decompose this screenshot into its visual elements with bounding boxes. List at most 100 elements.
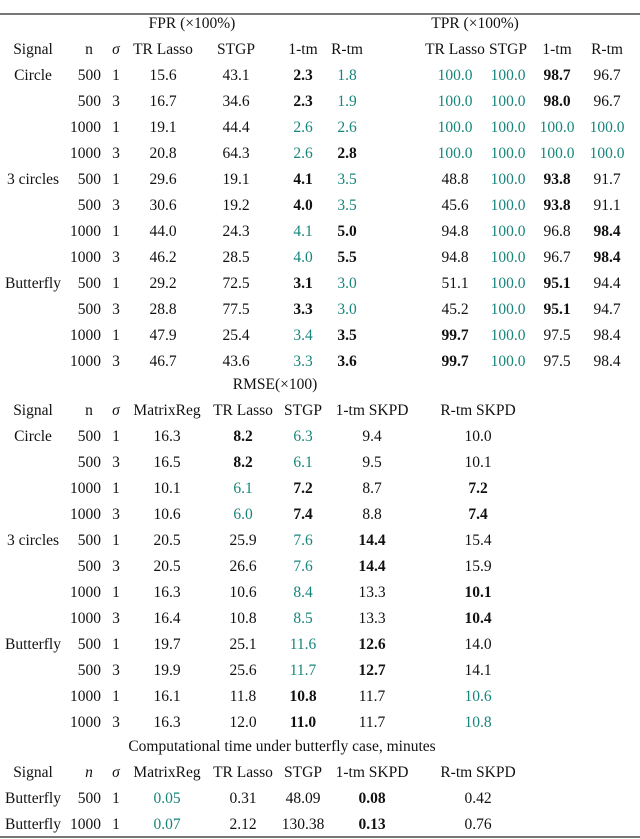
table-cell: 48.09 xyxy=(285,790,321,807)
n-value: 1000 xyxy=(70,249,101,266)
table-cell: 15.9 xyxy=(464,558,492,575)
table-cell: 2.12 xyxy=(229,816,257,833)
table-cell: 100.0 xyxy=(490,119,526,136)
column-header: Signal xyxy=(13,41,53,58)
table-cell: 11.6 xyxy=(289,636,317,653)
n-value: 1000 xyxy=(70,714,101,731)
column-header: 1-tm xyxy=(288,41,318,58)
table-cell: 100.0 xyxy=(490,223,526,240)
sigma-value: 3 xyxy=(112,301,120,318)
table-cell: 4.1 xyxy=(293,171,313,188)
table-cell: 9.4 xyxy=(362,428,382,445)
table-cell: 100.0 xyxy=(589,119,625,136)
sigma-value: 1 xyxy=(112,327,120,344)
sigma-value: 1 xyxy=(112,428,120,445)
table-cell: 29.2 xyxy=(149,275,177,292)
table-cell: 64.3 xyxy=(222,145,250,162)
table-cell: 1.9 xyxy=(337,93,357,110)
signal-label: Circle xyxy=(14,428,52,445)
column-header: σ xyxy=(112,41,120,58)
table-cell: 11.8 xyxy=(229,688,257,705)
signal-label: Butterfly xyxy=(5,790,61,807)
table-cell: 19.9 xyxy=(153,662,181,679)
n-value: 500 xyxy=(77,301,101,318)
table-cell: 29.6 xyxy=(149,171,177,188)
table-cell: 10.4 xyxy=(464,610,492,627)
column-header: n xyxy=(85,402,93,419)
table-cell: 25.6 xyxy=(229,662,257,679)
n-value: 1000 xyxy=(70,353,101,370)
table-cell: 10.6 xyxy=(464,688,492,705)
sigma-value: 1 xyxy=(112,584,120,601)
column-header: STGP xyxy=(284,764,322,781)
table-cell: 8.4 xyxy=(293,584,313,601)
n-value: 1000 xyxy=(70,610,101,627)
table-cell: 77.5 xyxy=(222,301,250,318)
sigma-value: 3 xyxy=(112,662,120,679)
n-value: 500 xyxy=(77,636,101,653)
column-header: Signal xyxy=(13,402,53,419)
column-header: Signal xyxy=(13,764,53,781)
table-cell: 0.08 xyxy=(358,790,386,807)
table-cell: 3.5 xyxy=(337,197,357,214)
table-cell: 0.07 xyxy=(153,816,181,833)
column-header: TR Lasso xyxy=(213,764,273,781)
table-cell: 24.3 xyxy=(222,223,250,240)
n-value: 1000 xyxy=(70,119,101,136)
bottom-rule xyxy=(0,836,640,838)
column-header: TR Lasso xyxy=(425,41,485,58)
table-cell: 25.1 xyxy=(229,636,257,653)
table-cell: 8.7 xyxy=(362,480,382,497)
table-cell: 100.0 xyxy=(437,67,473,84)
table-cell: 12.7 xyxy=(358,662,386,679)
table-cell: 98.4 xyxy=(593,223,621,240)
table-cell: 0.13 xyxy=(358,816,386,833)
column-header: TR Lasso xyxy=(133,41,193,58)
table-cell: 16.1 xyxy=(153,688,181,705)
table-cell: 97.5 xyxy=(543,327,571,344)
column-header: 1-tm xyxy=(542,41,572,58)
table-cell: 2.6 xyxy=(293,145,313,162)
table-cell: 3.0 xyxy=(337,301,357,318)
n-value: 500 xyxy=(77,67,101,84)
table-cell: 98.0 xyxy=(543,93,571,110)
table-cell: 4.0 xyxy=(293,197,313,214)
sigma-value: 3 xyxy=(112,454,120,471)
table-cell: 100.0 xyxy=(490,275,526,292)
sigma-value: 1 xyxy=(112,688,120,705)
top-rule xyxy=(0,13,640,15)
table-cell: 13.3 xyxy=(358,610,386,627)
time-section-title: Computational time under butterfly case,… xyxy=(128,738,436,755)
column-header: STGP xyxy=(284,402,322,419)
table-cell: 30.6 xyxy=(149,197,177,214)
table-cell: 94.4 xyxy=(593,275,621,292)
sigma-value: 3 xyxy=(112,558,120,575)
sigma-value: 1 xyxy=(112,480,120,497)
table-cell: 20.5 xyxy=(153,558,181,575)
table-cell: 94.8 xyxy=(441,249,469,266)
table-cell: 14.1 xyxy=(464,662,492,679)
table-cell: 0.05 xyxy=(153,790,181,807)
signal-label: Butterfly xyxy=(5,816,61,833)
column-header: STGP xyxy=(489,41,527,58)
table-cell: 16.3 xyxy=(153,714,181,731)
table-cell: 99.7 xyxy=(441,353,469,370)
column-header: n xyxy=(85,41,93,58)
table-cell: 8.8 xyxy=(362,506,382,523)
table-cell: 96.7 xyxy=(593,93,621,110)
sigma-value: 1 xyxy=(112,816,120,833)
table-cell: 6.1 xyxy=(233,480,253,497)
column-header: TR Lasso xyxy=(213,402,273,419)
table-cell: 100.0 xyxy=(490,67,526,84)
table-cell: 10.6 xyxy=(229,584,257,601)
table-cell: 14.4 xyxy=(358,558,386,575)
table-cell: 100.0 xyxy=(437,145,473,162)
n-value: 500 xyxy=(77,428,101,445)
table-cell: 97.5 xyxy=(543,353,571,370)
n-value: 500 xyxy=(77,275,101,292)
table-cell: 15.6 xyxy=(149,67,177,84)
table-cell: 98.4 xyxy=(593,327,621,344)
table-cell: 16.3 xyxy=(153,584,181,601)
table-cell: 10.0 xyxy=(464,428,492,445)
signal-label: Butterfly xyxy=(5,275,61,292)
